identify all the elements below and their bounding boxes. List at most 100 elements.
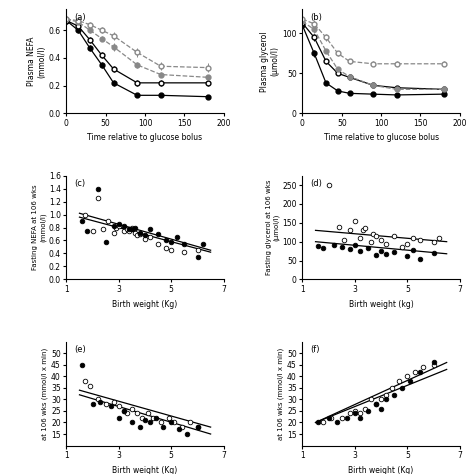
Point — [133, 410, 141, 417]
Point — [120, 227, 128, 235]
Point — [94, 185, 101, 192]
X-axis label: Time relative to glucose bolus: Time relative to glucose bolus — [88, 133, 202, 142]
Point — [155, 240, 162, 247]
Point — [364, 245, 372, 252]
Text: (b): (b) — [310, 13, 322, 22]
Point — [120, 222, 128, 230]
X-axis label: Birth weight (Kg): Birth weight (Kg) — [348, 465, 414, 474]
Point — [149, 414, 157, 422]
Point — [383, 250, 390, 257]
Text: (f): (f) — [310, 345, 320, 354]
Point — [110, 229, 118, 237]
Point — [430, 249, 438, 257]
Point — [112, 224, 120, 231]
Point — [338, 414, 346, 422]
Y-axis label: Fasting NEFA at 106 wks
(mmol/l): Fasting NEFA at 106 wks (mmol/l) — [32, 185, 46, 270]
Text: (a): (a) — [74, 13, 86, 22]
Point — [123, 225, 130, 233]
Point — [120, 407, 128, 415]
Point — [94, 194, 101, 202]
Point — [325, 414, 332, 422]
Point — [328, 414, 335, 422]
Y-axis label: at 106 wks (mmol/l x min): at 106 wks (mmol/l x min) — [278, 347, 284, 440]
Point — [128, 224, 136, 231]
Point — [367, 396, 374, 403]
Point — [115, 222, 123, 230]
Point — [107, 402, 115, 410]
Point — [383, 396, 390, 403]
Point — [351, 407, 359, 415]
Point — [372, 400, 380, 408]
Point — [430, 361, 438, 369]
Point — [133, 231, 141, 239]
Point — [356, 414, 364, 422]
Point — [165, 414, 173, 422]
Point — [330, 242, 337, 249]
Point — [131, 229, 138, 237]
Y-axis label: Fasting glycerol at 106 wks
(μmol/l): Fasting glycerol at 106 wks (μmol/l) — [266, 180, 280, 275]
Point — [144, 410, 152, 417]
Point — [194, 253, 201, 261]
Point — [175, 426, 183, 433]
Point — [319, 419, 327, 426]
Point — [126, 225, 133, 233]
Point — [391, 248, 398, 256]
X-axis label: Birth weight (Kg): Birth weight (Kg) — [112, 300, 178, 309]
Point — [89, 227, 96, 235]
Point — [136, 229, 144, 237]
Point — [94, 396, 101, 403]
Point — [377, 247, 385, 255]
Point — [138, 414, 146, 422]
Point — [411, 368, 419, 375]
Point — [406, 377, 414, 385]
Point — [141, 231, 149, 239]
Point — [419, 363, 427, 371]
Point — [430, 238, 438, 246]
Point — [194, 246, 201, 254]
Point — [105, 217, 112, 225]
Point — [131, 224, 138, 231]
Point — [102, 400, 109, 408]
Point — [335, 223, 343, 230]
Point — [126, 227, 133, 235]
Point — [372, 232, 380, 240]
Point — [181, 248, 188, 256]
Point — [356, 410, 364, 417]
Point — [110, 222, 118, 230]
Point — [430, 359, 438, 366]
Point — [319, 245, 327, 252]
Point — [97, 398, 104, 406]
Point — [409, 246, 416, 254]
Point — [391, 391, 398, 399]
Point — [356, 247, 364, 255]
Point — [170, 419, 178, 426]
Point — [160, 423, 167, 431]
Point — [325, 181, 332, 189]
Point — [146, 234, 154, 241]
Point — [377, 396, 385, 403]
Point — [356, 234, 364, 242]
Point — [115, 220, 123, 228]
Point — [417, 368, 424, 375]
Point — [391, 232, 398, 240]
Point — [115, 402, 123, 410]
Point — [333, 419, 340, 426]
Point — [396, 377, 403, 385]
Point — [123, 410, 130, 417]
Point — [86, 382, 94, 389]
Point — [398, 384, 406, 392]
Point — [157, 419, 164, 426]
Point — [181, 240, 188, 247]
Point — [152, 414, 159, 422]
Point — [146, 419, 154, 426]
Y-axis label: Plasma NEFA
(mmol/l): Plasma NEFA (mmol/l) — [27, 36, 46, 86]
Point — [372, 400, 380, 408]
Point — [99, 225, 107, 233]
Point — [398, 244, 406, 251]
Point — [383, 240, 390, 247]
Text: (e): (e) — [74, 345, 86, 354]
Point — [128, 225, 136, 233]
Text: (d): (d) — [310, 179, 322, 188]
Point — [128, 405, 136, 412]
Point — [367, 238, 374, 246]
